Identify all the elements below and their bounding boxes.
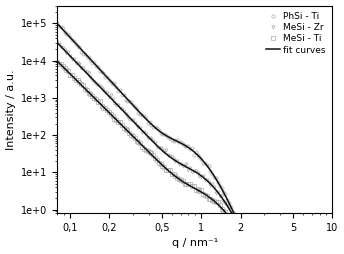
fit curves [104, 74, 108, 77]
fit curves [217, 183, 222, 186]
PhSi - Ti [210, 172, 214, 176]
PhSi - Ti [146, 121, 150, 124]
MeSi - Zr [164, 149, 168, 152]
PhSi - Ti [245, 242, 249, 245]
Line: fit curves: fit curves [57, 24, 332, 254]
MeSi - Ti [245, 243, 249, 246]
PhSi - Ti [164, 133, 168, 136]
Line: PhSi - Ti: PhSi - Ti [56, 21, 334, 254]
Line: MeSi - Zr: MeSi - Zr [56, 41, 334, 254]
MeSi - Zr [245, 240, 249, 243]
Y-axis label: Intensity / a.u.: Intensity / a.u. [6, 69, 15, 150]
MeSi - Ti [199, 188, 203, 191]
X-axis label: q / nm⁻¹: q / nm⁻¹ [172, 239, 218, 248]
Line: MeSi - Ti: MeSi - Ti [56, 60, 334, 254]
fit curves [126, 98, 130, 101]
MeSi - Zr [199, 175, 203, 178]
fit curves [239, 227, 243, 230]
Legend: PhSi - Ti, MeSi - Zr, MeSi - Ti, fit curves: PhSi - Ti, MeSi - Zr, MeSi - Ti, fit cur… [265, 10, 328, 56]
fit curves [55, 22, 59, 25]
MeSi - Ti [55, 60, 59, 64]
MeSi - Zr [210, 182, 214, 185]
MeSi - Ti [146, 150, 150, 153]
MeSi - Ti [210, 199, 214, 202]
MeSi - Ti [164, 168, 168, 171]
MeSi - Zr [55, 41, 59, 44]
PhSi - Ti [55, 21, 59, 24]
MeSi - Zr [146, 136, 150, 139]
PhSi - Ti [199, 157, 203, 160]
fit curves [180, 142, 184, 145]
